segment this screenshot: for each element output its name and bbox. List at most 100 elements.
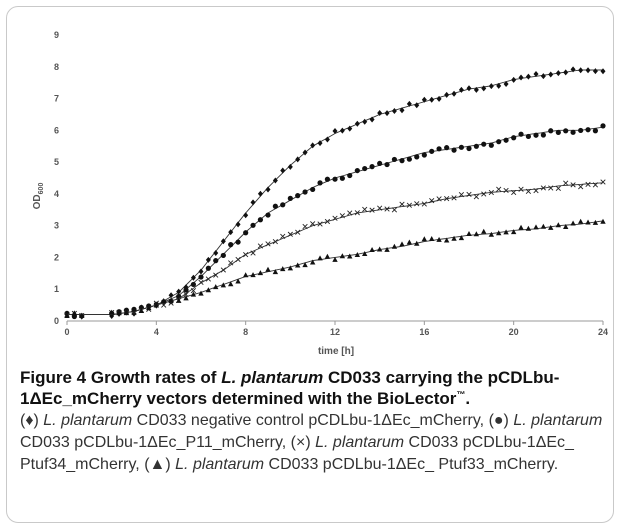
data-point-diamond <box>548 71 554 78</box>
data-point-circle <box>481 141 487 147</box>
data-point-circle <box>600 123 606 129</box>
data-point-cross <box>592 182 599 188</box>
data-point-diamond <box>555 70 561 77</box>
x-tick-label: 24 <box>598 327 608 337</box>
data-point-circle <box>444 145 450 151</box>
data-point-circle <box>339 175 345 181</box>
data-point-circle <box>354 167 360 174</box>
data-point-cross <box>317 221 323 227</box>
caption-legend: (♦) L. plantarum CD033 negative control … <box>20 410 605 476</box>
data-point-triangle <box>198 290 204 296</box>
data-point-cross <box>302 223 308 230</box>
data-point-triangle <box>391 243 398 249</box>
data-point-cross <box>451 195 457 201</box>
data-point-circle <box>205 265 211 271</box>
data-point-cross <box>511 189 517 196</box>
data-point-diamond <box>488 83 494 90</box>
data-point-circle <box>511 135 517 141</box>
data-point-cross <box>563 180 569 186</box>
data-point-circle <box>317 180 323 186</box>
data-point-circle <box>220 252 226 259</box>
y-tick-label: 7 <box>54 94 59 104</box>
data-point-triangle <box>421 236 428 242</box>
data-point-circle <box>540 132 546 138</box>
x-tick-label: 0 <box>64 327 69 337</box>
data-point-triangle <box>175 297 182 303</box>
data-point-triangle <box>242 272 249 278</box>
data-point-circle <box>183 287 189 293</box>
data-point-cross <box>473 194 479 200</box>
data-point-cross <box>324 218 331 225</box>
data-point-cross <box>600 179 606 185</box>
data-point-diamond <box>250 199 256 206</box>
data-point-triangle <box>265 266 271 272</box>
data-point-circle <box>436 146 442 152</box>
data-point-circle <box>228 242 234 248</box>
data-point-triangle <box>384 246 390 252</box>
data-point-cross <box>555 185 561 191</box>
data-point-circle <box>310 186 316 193</box>
data-point-triangle <box>369 246 375 252</box>
data-point-cross <box>377 205 383 211</box>
data-point-triangle <box>429 235 435 241</box>
x-tick-label: 8 <box>243 327 248 337</box>
data-point-triangle <box>548 224 554 230</box>
data-point-cross <box>213 272 219 278</box>
data-point-triangle <box>481 228 487 234</box>
legend-text-p11: CD033 pCDLbu-1ΔEc_P11_mCherry, <box>20 434 287 451</box>
data-point-circle <box>458 144 465 150</box>
data-point-circle <box>362 165 368 172</box>
x-tick-label: 4 <box>154 327 159 337</box>
data-point-diamond <box>391 108 397 115</box>
legend-organism: L. plantarum <box>175 456 265 473</box>
data-point-cross <box>466 191 472 197</box>
data-point-triangle <box>287 265 294 271</box>
data-point-cross <box>354 210 360 216</box>
data-point-diamond <box>503 80 509 87</box>
data-point-cross <box>406 202 412 208</box>
data-point-cross <box>391 207 398 213</box>
data-point-triangle <box>436 236 442 242</box>
data-point-cross <box>548 185 554 191</box>
data-point-diamond <box>198 268 204 275</box>
data-point-diamond <box>235 221 241 228</box>
fit-line-circle <box>67 126 604 316</box>
x-tick-label: 12 <box>330 327 340 337</box>
data-point-diamond <box>339 127 345 134</box>
data-point-triangle <box>302 262 308 268</box>
data-point-circle <box>190 281 197 288</box>
data-point-circle <box>585 127 591 133</box>
data-point-triangle <box>71 310 78 316</box>
data-point-circle <box>473 143 479 149</box>
data-point-diamond <box>377 110 383 117</box>
data-point-circle <box>496 139 502 145</box>
data-point-diamond <box>406 100 412 107</box>
data-point-circle <box>302 189 308 195</box>
y-tick-label: 3 <box>54 221 59 231</box>
data-point-diamond <box>421 96 427 103</box>
data-point-cross <box>414 201 420 207</box>
data-point-circle <box>213 258 219 264</box>
data-point-diamond <box>324 136 330 143</box>
data-point-triangle <box>138 308 145 314</box>
data-point-cross <box>339 213 345 219</box>
data-point-triangle <box>555 222 562 228</box>
data-point-cross <box>384 206 390 212</box>
data-point-cross <box>228 260 234 266</box>
data-point-diamond <box>190 274 196 281</box>
data-point-diamond <box>243 212 249 219</box>
data-point-diamond <box>533 70 539 77</box>
legend-text-negative-control: CD033 negative control pCDLbu-1ΔEc_mCher… <box>132 412 485 429</box>
data-point-diamond <box>228 229 234 236</box>
data-point-triangle <box>376 246 383 252</box>
data-point-triangle <box>161 298 167 304</box>
data-point-circle <box>414 154 420 160</box>
caption-title-organism: L. plantarum <box>221 368 324 387</box>
data-point-triangle <box>228 281 234 287</box>
data-point-circle <box>548 128 554 134</box>
data-point-circle <box>578 127 584 134</box>
data-point-cross <box>250 250 256 256</box>
data-point-circle <box>377 160 383 167</box>
data-point-cross <box>205 276 211 282</box>
